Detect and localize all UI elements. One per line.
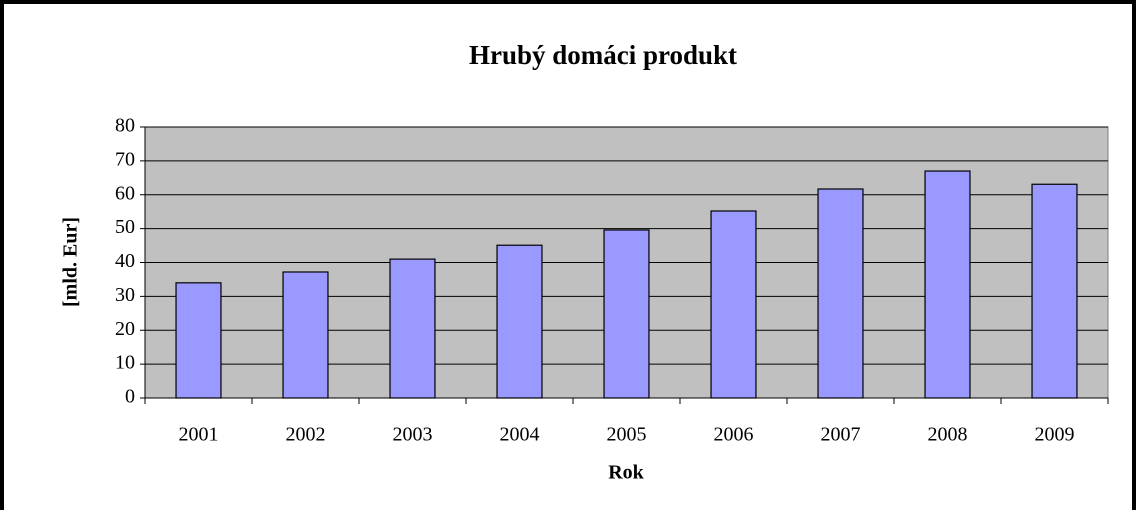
y-tick-label: 20 <box>115 318 135 340</box>
y-tick-label: 10 <box>115 352 135 374</box>
y-tick-label: 0 <box>125 386 135 408</box>
bar <box>496 244 543 399</box>
bar <box>1031 183 1078 399</box>
x-tick-label: 2006 <box>714 424 754 446</box>
x-tick-label: 2004 <box>500 424 540 446</box>
x-axis-title: Rok <box>608 462 644 484</box>
y-tick-label: 60 <box>115 182 135 204</box>
y-tick-label: 80 <box>115 115 135 137</box>
bar <box>817 188 864 399</box>
x-tick-label: 2008 <box>928 424 968 446</box>
x-tick-label: 2007 <box>821 424 861 446</box>
y-tick-label: 40 <box>115 250 135 272</box>
bar <box>282 271 329 399</box>
bar <box>710 210 757 399</box>
x-tick-label: 2001 <box>179 424 219 446</box>
bar <box>603 229 650 399</box>
bar <box>389 258 436 399</box>
y-tick-label: 70 <box>115 148 135 170</box>
bar <box>175 282 222 399</box>
y-tick-label: 50 <box>115 216 135 238</box>
x-tick-label: 2005 <box>607 424 647 446</box>
chart-title: Hrubý domáci produkt <box>469 40 737 70</box>
bar <box>924 170 971 399</box>
y-axis-title: [mld. Eur] <box>60 217 82 307</box>
x-tick-label: 2003 <box>393 424 433 446</box>
x-tick-label: 2009 <box>1035 424 1075 446</box>
y-tick-label: 30 <box>115 284 135 306</box>
x-tick-label: 2002 <box>286 424 326 446</box>
